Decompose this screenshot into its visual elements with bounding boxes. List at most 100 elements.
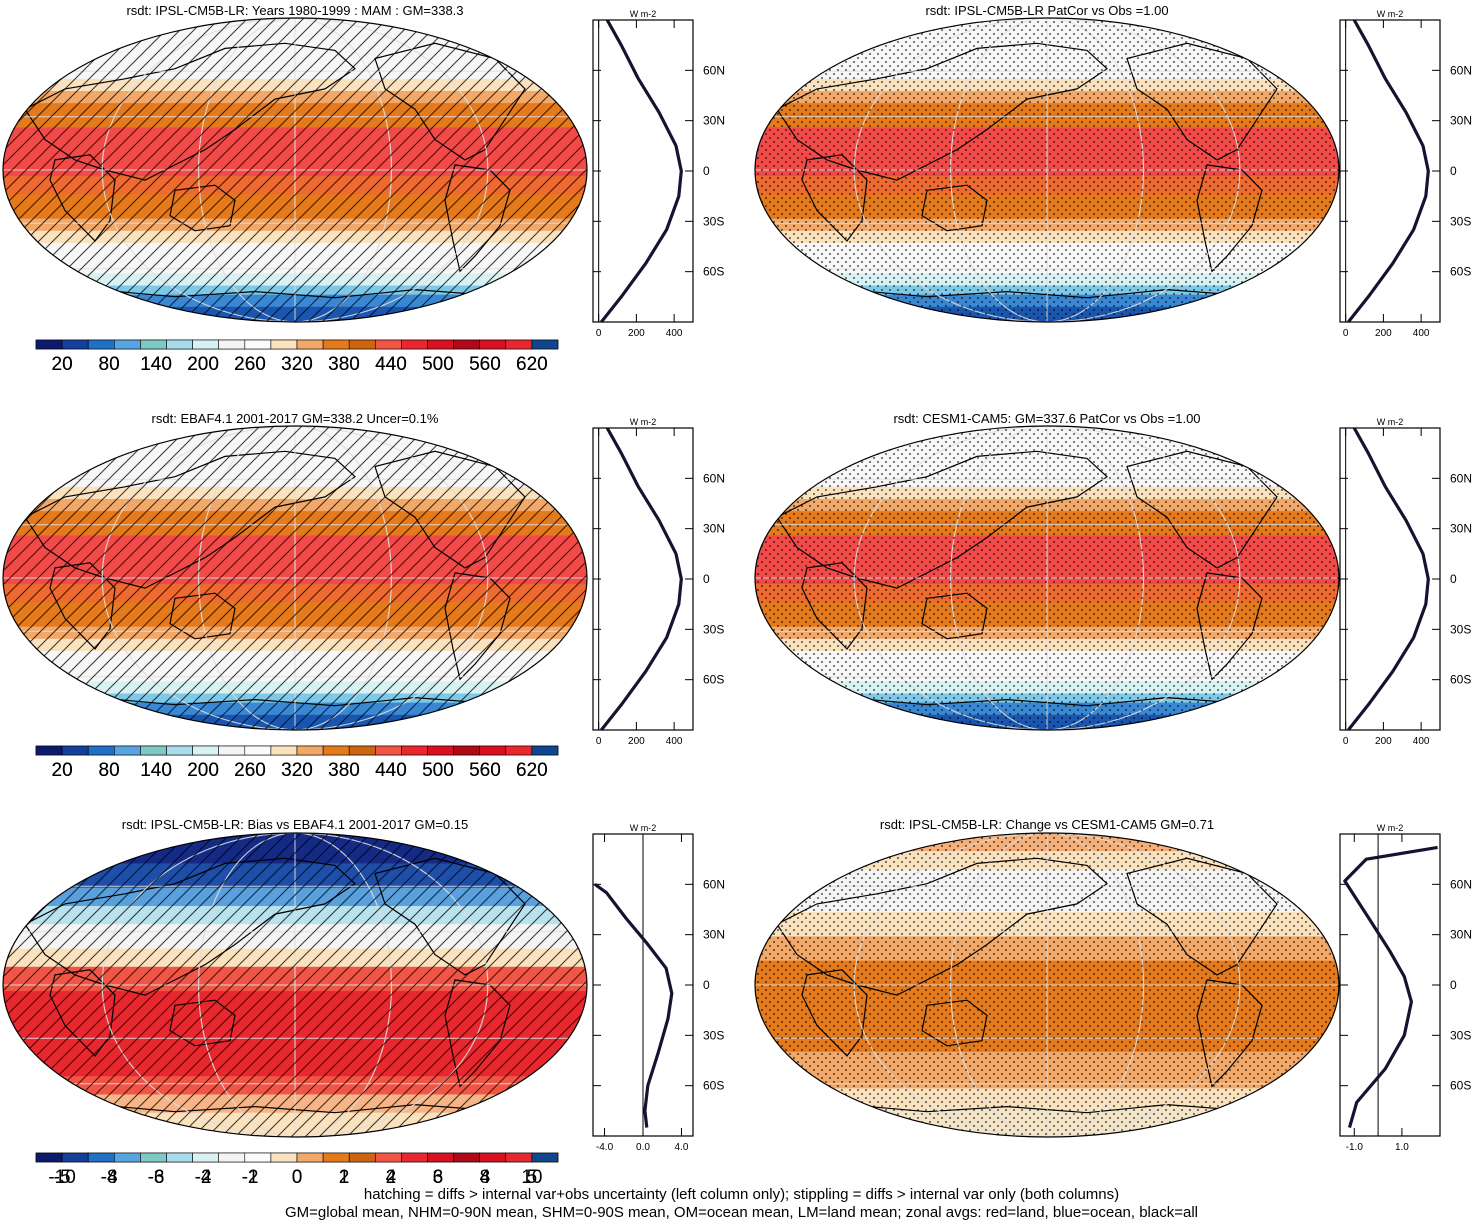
zonal-lat-label: 30N: [703, 928, 725, 942]
colorbar-tick-label: 4: [480, 1167, 491, 1188]
zonal-frame: [1339, 833, 1441, 1137]
colorbar-cell: [374, 339, 402, 350]
zonal-x-tick-label: 200: [1375, 736, 1392, 747]
colorbar-cell: [114, 745, 141, 756]
colorbar-tick-label: 200: [187, 760, 219, 781]
colorbar-tick-label: -3: [148, 1167, 165, 1188]
colorbar-cell: [166, 745, 193, 756]
zonal-lat-label: 60S: [1450, 1079, 1471, 1093]
zonal-lat-label: 30N: [1450, 114, 1472, 128]
colorbar-cell: [35, 339, 63, 350]
colorbar-tick-label: 2: [386, 1167, 397, 1188]
zonal-x-tick-label: 0: [1343, 328, 1349, 339]
zonal-x-tick-label: 1.0: [1395, 1142, 1409, 1153]
colorbar-cell: [87, 745, 115, 756]
colorbar-cell: [479, 745, 507, 756]
colorbar-tick-label: 380: [328, 354, 360, 375]
colorbar-tick-label: 2: [339, 1167, 350, 1188]
colorbar-cell: [348, 339, 376, 350]
colorbar-tick-label: 560: [469, 760, 501, 781]
zonal-lat-label: 60N: [1450, 63, 1472, 77]
zonal-lat-label: 30N: [703, 522, 725, 536]
colorbar-tick-label: 1: [339, 1167, 350, 1188]
colorbar-tick-label: 260: [234, 354, 266, 375]
colorbar-tick-label: 80: [99, 354, 120, 375]
zonal-lat-label: 30S: [703, 622, 724, 636]
colorbar-tick-label: 440: [375, 760, 407, 781]
colorbar-tick-label: -6: [148, 1167, 165, 1188]
colorbar-tick-label: -4: [195, 1167, 212, 1188]
colorbar-cell: [166, 339, 193, 350]
zonal-lat-label: 60S: [703, 265, 724, 279]
zonal-lat-label: 0: [703, 978, 710, 992]
colorbar-tick-label: 80: [99, 354, 120, 375]
colorbar-cell: [61, 1152, 89, 1163]
map-border: [2, 17, 588, 323]
zonal-x-tick-label: 400: [666, 736, 683, 747]
colorbar-cell: [61, 745, 89, 756]
zonal-mean-line: [600, 19, 683, 323]
colorbar-tick-label: 380: [328, 760, 360, 781]
zonal-x-tick-label: 4.0: [675, 1142, 689, 1153]
zonal-lat-label: 0: [703, 164, 710, 178]
zonal-unit-label: W m-2: [630, 417, 657, 427]
colorbar-cell: [87, 1152, 115, 1163]
colorbar-cell: [453, 339, 481, 350]
colorbar-cell: [87, 339, 115, 350]
colorbar-tick-label: 260: [234, 760, 266, 781]
zonal-unit-label: W m-2: [630, 823, 657, 833]
zonal-lat-label: 30N: [703, 114, 725, 128]
colorbar-cell: [35, 1152, 63, 1163]
colorbar-tick-label: 140: [140, 760, 172, 781]
colorbar-cell: [140, 339, 167, 350]
colorbar-cell: [61, 339, 89, 350]
colorbar-tick-label: 620: [516, 354, 548, 375]
zonal-unit-label: W m-2: [630, 9, 657, 19]
colorbar-tick-label: 140: [140, 354, 172, 375]
colorbar-cell: [270, 745, 298, 756]
colorbar-cell: [531, 745, 559, 756]
colorbar-cell: [192, 1152, 220, 1163]
panel-p1: rsdt: IPSL-CM5B-LR: Years 1980-1999 : MA…: [2, 3, 725, 375]
colorbar-tick-label: 200: [187, 354, 219, 375]
colorbar-cell: [218, 339, 246, 350]
zonal-x-tick-label: 400: [1413, 328, 1430, 339]
colorbar-tick-label: 8: [480, 1167, 491, 1188]
colorbar-tick-label: 80: [99, 760, 120, 781]
colorbar-tick-label: 4: [386, 1167, 397, 1188]
colorbar-tick-label: 20: [52, 760, 73, 781]
colorbar-tick-label: 140: [140, 354, 172, 375]
zonal-frame: [1339, 427, 1441, 731]
colorbar-tick-label: 20: [52, 354, 73, 375]
colorbar-cell: [296, 1152, 324, 1163]
zonal-unit-label: W m-2: [1377, 823, 1404, 833]
zonal-lat-label: 60N: [703, 63, 725, 77]
colorbar-tick-label: -4: [101, 1167, 118, 1188]
colorbar-tick-label: 620: [516, 760, 548, 781]
panel-title: rsdt: IPSL-CM5B-LR: Bias vs EBAF4.1 2001…: [122, 817, 468, 832]
colorbar-tick-label: 0: [292, 1167, 303, 1188]
zonal-lat-label: 30S: [1450, 214, 1471, 228]
zonal-x-tick-label: -1.0: [1346, 1142, 1364, 1153]
zonal-x-tick-label: 200: [628, 328, 645, 339]
footer-line-1: hatching = diffs > internal var+obs unce…: [363, 1186, 1120, 1203]
colorbar-cell: [270, 1152, 298, 1163]
zonal-lat-label: 0: [1450, 164, 1457, 178]
colorbar-tick-label: 560: [469, 760, 501, 781]
colorbar-cell: [322, 1152, 350, 1163]
footer-line-2: GM=global mean, NHM=0-90N mean, SHM=0-90…: [284, 1204, 1198, 1221]
map-border: [754, 425, 1340, 731]
colorbar-tick-label: -2: [195, 1167, 212, 1188]
map-field: [755, 833, 1339, 1137]
colorbar-tick-label: 620: [516, 760, 548, 781]
colorbar-tick-label: -10: [48, 1167, 75, 1188]
zonal-lat-label: 60S: [703, 1079, 724, 1093]
colorbar-cell: [401, 745, 428, 756]
stippling-overlay: [755, 833, 1339, 1137]
colorbar-tick-label: -8: [101, 1167, 118, 1188]
zonal-unit-label: W m-2: [1377, 417, 1404, 427]
colorbar-cell: [505, 1152, 533, 1163]
colorbar-tick-label: 10: [521, 1167, 542, 1188]
colorbar-cell: [322, 339, 350, 350]
